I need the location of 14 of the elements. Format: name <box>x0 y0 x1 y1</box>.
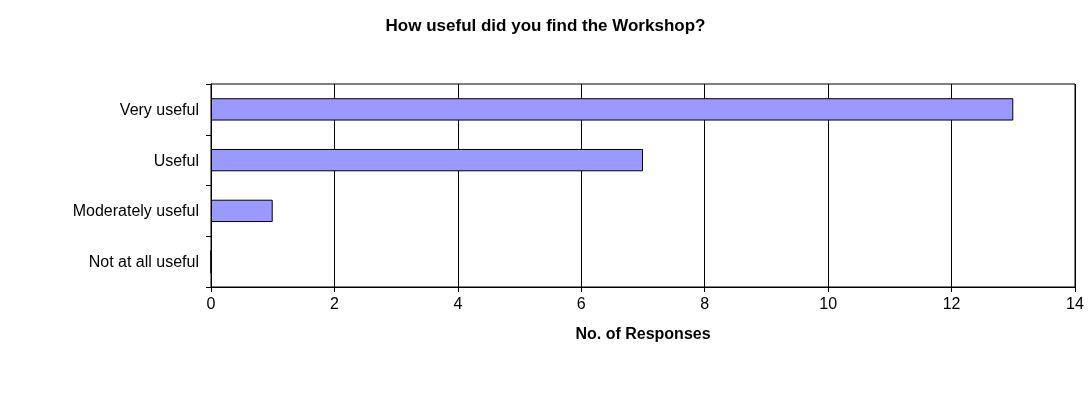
x-tick-label: 12 <box>942 294 961 312</box>
x-tick-label: 10 <box>819 294 838 312</box>
x-tick-label: 2 <box>329 294 339 312</box>
x-tick-label: 4 <box>453 294 463 312</box>
x-tick-label: 14 <box>1066 294 1084 312</box>
x-tick-label: 8 <box>700 294 710 312</box>
x-tick-label: 0 <box>206 294 216 312</box>
chart-title: How useful did you find the Workshop? <box>385 16 706 35</box>
y-tick-label: Not at all useful <box>88 253 199 271</box>
y-tick-label: Moderately useful <box>72 202 199 220</box>
x-tick-label: 6 <box>576 294 586 312</box>
y-tick-label: Very useful <box>119 100 199 118</box>
y-tick-label: Useful <box>153 151 199 169</box>
x-axis-title: No. of Responses <box>575 324 711 342</box>
